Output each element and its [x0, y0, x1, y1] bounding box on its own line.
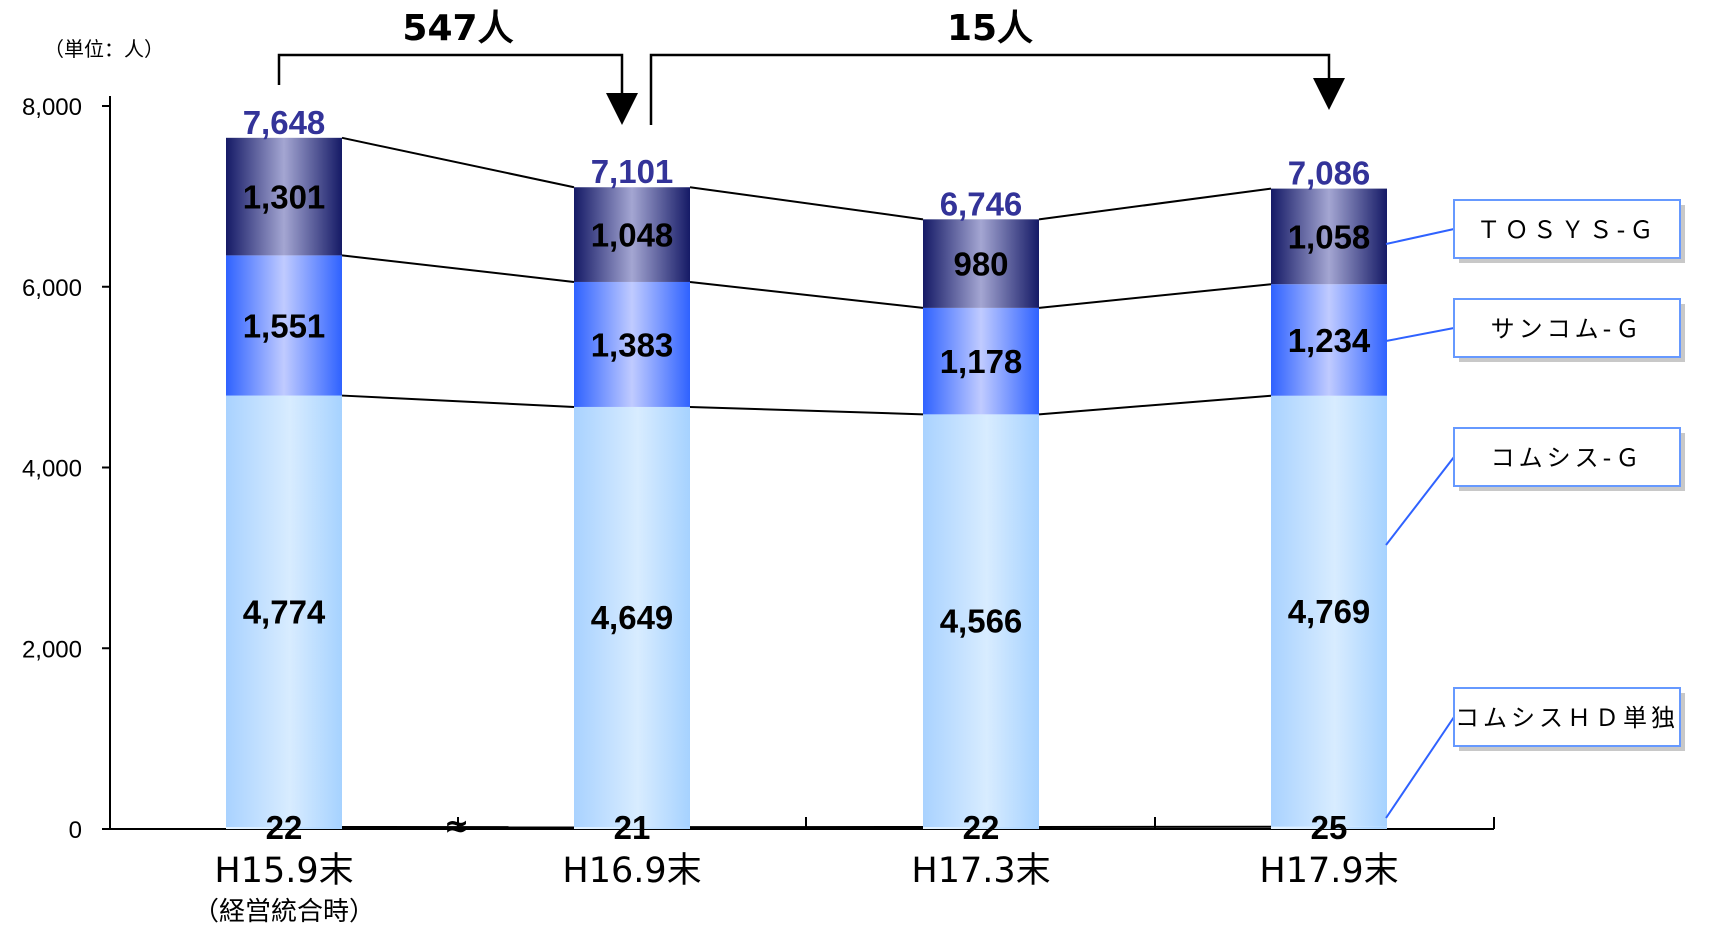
- y-tick-label: 4,000: [22, 456, 82, 483]
- bar-segment: [574, 406, 690, 828]
- y-tick-label: 6,000: [22, 275, 82, 302]
- segment-labels: 22 4,774 1,551 1,301 21 4,649 1,383 1,048 22 4,56…: [243, 179, 1371, 846]
- bar-segment: [1271, 826, 1387, 829]
- legend-leader-line: [1385, 228, 1455, 245]
- legend-label: サンコム-Ｇ: [1491, 315, 1644, 343]
- bar-segment: [226, 395, 342, 828]
- segment-value-label: 4,769: [1288, 593, 1371, 630]
- bar-segment: [226, 827, 342, 829]
- segment-value-label: 22: [266, 809, 303, 846]
- category-label: H17.9末: [1259, 851, 1398, 891]
- segment-value-label: 4,649: [591, 599, 674, 636]
- segment-value-label: 4,774: [243, 593, 326, 630]
- total-labels: 7,648 7,101 6,746 7,086: [243, 104, 1371, 223]
- bar-stacks: [226, 137, 1387, 829]
- legend-leader-line: [1385, 716, 1455, 819]
- stack-connector-lines: [341, 136, 1272, 829]
- segment-value-label: 25: [1311, 809, 1348, 846]
- stack-connector-line: [341, 254, 575, 283]
- legend-label: コムシスＨＤ単独: [1455, 704, 1679, 732]
- difference-label: 547人: [402, 8, 513, 49]
- segment-value-label: 4,566: [940, 603, 1023, 640]
- total-value-label: 7,648: [243, 104, 326, 141]
- difference-annotations: 547人 15人: [277, 8, 1345, 125]
- segment-value-label: 1,048: [591, 217, 674, 254]
- segment-value-label: 980: [953, 246, 1008, 283]
- stack-connector-line: [1038, 283, 1272, 309]
- bar-segment: [923, 414, 1039, 828]
- segment-value-label: 1,058: [1288, 218, 1371, 255]
- difference-arrowhead: [1313, 78, 1345, 110]
- stack-connector-line: [689, 186, 924, 221]
- difference-bracket: [649, 53, 1331, 125]
- segment-value-label: 22: [963, 809, 1000, 846]
- total-value-label: 7,086: [1288, 155, 1371, 192]
- y-axis-ticks: 0 2,000 4,000 6,000 8,000: [22, 94, 110, 844]
- legend-label: コムシス-Ｇ: [1491, 444, 1644, 472]
- category-labels: H15.9末 （経営統合時） H16.9末 H17.3末 H17.9末: [193, 851, 1399, 927]
- bar-segment: [574, 281, 690, 407]
- segment-value-label: 1,301: [243, 179, 326, 216]
- stack-connector-line: [341, 136, 575, 189]
- legend-leader-line: [1385, 327, 1455, 342]
- total-value-label: 6,746: [940, 185, 1023, 222]
- legend-label: ＴＯＳＹＳ-Ｇ: [1477, 216, 1658, 244]
- bar-segment: [923, 827, 1039, 829]
- bar-segment: [1271, 395, 1387, 827]
- segment-value-label: 1,178: [940, 343, 1023, 380]
- legend-box: [1453, 298, 1681, 358]
- total-value-label: 7,101: [591, 153, 674, 190]
- category-label: H17.3末: [911, 851, 1050, 891]
- legend-box: [1453, 199, 1681, 259]
- bar-segment: [226, 255, 342, 396]
- category-label: H15.9末: [214, 851, 353, 891]
- y-tick-label: 0: [69, 817, 82, 844]
- y-tick-label: 2,000: [22, 636, 82, 663]
- segment-value-label: 21: [614, 809, 651, 846]
- segment-value-label: 1,234: [1288, 322, 1371, 359]
- bar-segment: [574, 187, 690, 282]
- axis-break-mark: ≈: [444, 809, 469, 844]
- difference-bracket: [277, 53, 624, 97]
- bar-segment: [923, 307, 1039, 415]
- stack-connector-line: [689, 280, 924, 309]
- difference-label: 15人: [947, 8, 1033, 49]
- stack-connector-line: [689, 405, 924, 416]
- bar-segment: [226, 137, 342, 256]
- bar-segment: [923, 219, 1039, 308]
- stack-connector-line: [341, 394, 575, 408]
- legend: ＴＯＳＹＳ-Ｇ サンコム-Ｇ コムシス-Ｇ コムシスＨＤ単独: [1385, 199, 1685, 819]
- bar-segment: [1271, 188, 1387, 285]
- stack-connector-line: [1038, 187, 1272, 221]
- segment-value-label: 1,383: [591, 326, 674, 363]
- legend-box: [1453, 687, 1681, 747]
- stack-connector-line: [1038, 394, 1272, 416]
- category-sublabel: （経営統合時）: [193, 897, 375, 927]
- category-label: H16.9末: [562, 851, 701, 891]
- y-tick-label: 8,000: [22, 94, 82, 121]
- unit-label: （単位：人）: [44, 37, 164, 61]
- bar-segment: [574, 827, 690, 829]
- legend-box: [1453, 427, 1681, 487]
- bar-segment: [1271, 284, 1387, 396]
- segment-value-label: 1,551: [243, 307, 326, 344]
- difference-arrowhead: [606, 93, 638, 125]
- legend-leader-line: [1385, 456, 1455, 546]
